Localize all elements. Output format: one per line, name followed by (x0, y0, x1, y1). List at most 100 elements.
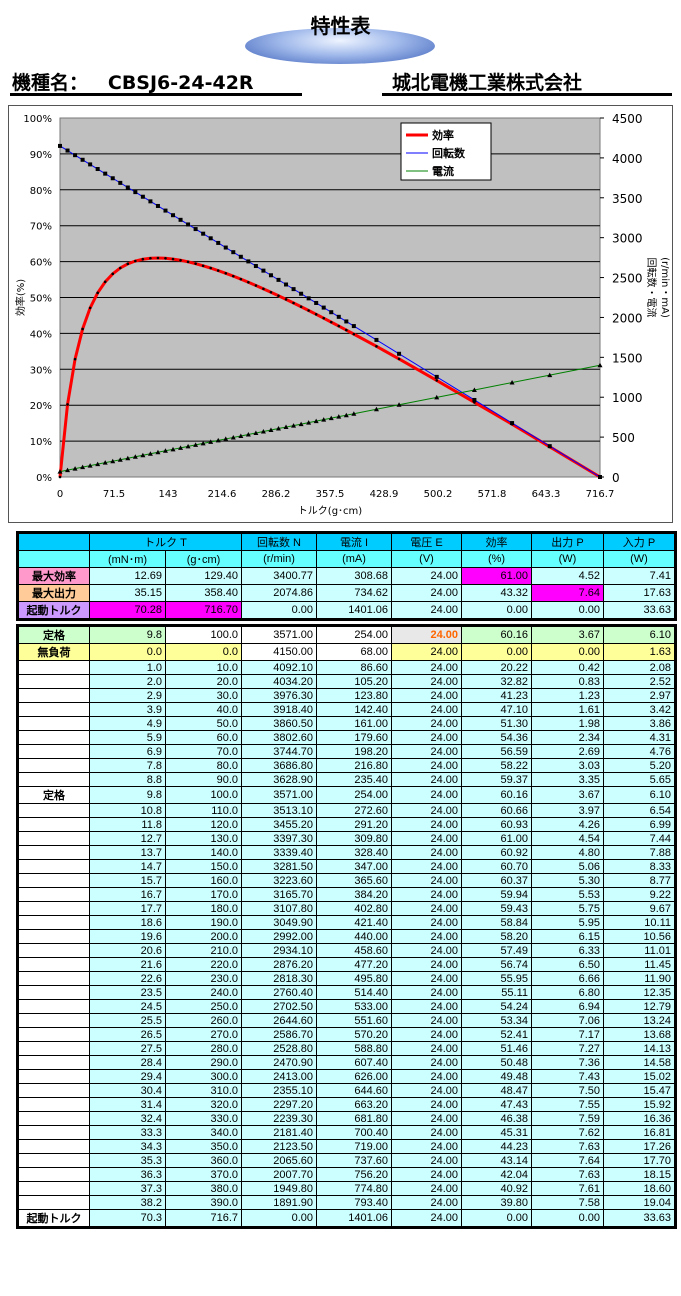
table-row: 34.3 350.0 2123.50 719.00 24.00 44.23 7.63 17.2… (17, 1139, 676, 1154)
table-row: 38.2 390.0 1891.90 793.40 24.00 39.80 7.58 19.0… (17, 1195, 676, 1210)
speed-point-marker (80, 157, 85, 162)
value-cell: 24.00 (391, 985, 462, 1000)
value-cell: 12.7 (89, 831, 166, 846)
row-label (17, 943, 90, 958)
value-cell: 570.20 (316, 1027, 392, 1042)
value-cell: 5.53 (531, 887, 604, 902)
speed-point-marker (163, 208, 168, 213)
current-point-marker (223, 436, 229, 441)
row-label (17, 831, 90, 846)
no-load-row: 無負荷 0.0 0.0 4150.00 68.00 24.00 0.00 0.00 1.63 (17, 643, 676, 661)
speed-point-marker (140, 194, 145, 199)
value-cell: 60.66 (461, 803, 532, 818)
y-left-tick-label: 100% (23, 114, 52, 125)
value-cell: 3918.40 (241, 702, 317, 717)
value-cell: 24.00 (391, 1195, 462, 1210)
current-point-marker (102, 460, 108, 465)
current-point-marker (268, 427, 274, 433)
value-cell: 10.0 (165, 660, 242, 675)
value-cell: 24.00 (391, 716, 462, 731)
value-cell: 360.0 (165, 1153, 242, 1168)
value-cell: 402.80 (316, 901, 392, 916)
efficiency-point-marker (58, 475, 62, 479)
value-cell: 33.3 (89, 1125, 166, 1140)
data-table: 定格 9.8 100.0 3571.00 254.00 24.00 60.16 3.67 6.1… (16, 624, 677, 1229)
value-cell[interactable]: 68.00 (316, 643, 392, 661)
value-cell[interactable]: 254.00 (316, 625, 392, 644)
table-row: 2.9 30.0 3976.30 123.80 24.00 41.23 1.23 2.97 (17, 688, 676, 703)
value-cell: 36.3 (89, 1167, 166, 1182)
efficiency-point-marker (201, 264, 205, 268)
value-cell: 2355.10 (241, 1083, 317, 1098)
table-row: 16.7 170.0 3165.70 384.20 24.00 59.94 5.53 9.22 (17, 887, 676, 902)
row-label: 無負荷 (17, 643, 90, 661)
current-point-marker (87, 463, 93, 468)
value-cell: 290.0 (165, 1055, 242, 1070)
table-row: 27.5 280.0 2528.80 588.80 24.00 51.46 7.27 14.1… (17, 1041, 676, 1056)
value-cell: 33.63 (603, 601, 676, 620)
value-cell: 24.00 (391, 859, 462, 874)
row-label (17, 1153, 90, 1168)
current-point-marker (276, 426, 282, 431)
y-right-tick-label: 4000 (612, 152, 643, 166)
efficiency-point-marker (239, 277, 243, 281)
efficiency-point-marker (337, 324, 341, 328)
value-cell[interactable]: 4150.00 (241, 643, 317, 661)
value-cell: 90.0 (165, 772, 242, 787)
x-tick-label: 143 (158, 489, 177, 500)
value-cell: 328.40 (316, 845, 392, 860)
value-cell: 24.00 (391, 873, 462, 888)
value-cell: 2.52 (603, 674, 676, 689)
table-row: 5.9 60.0 3802.60 179.60 24.00 54.36 2.34 4.31 (17, 730, 676, 745)
value-cell: 2.97 (603, 688, 676, 703)
value-cell: 60.16 (461, 625, 532, 644)
value-cell: 24.00 (391, 971, 462, 986)
efficiency-point-marker (111, 272, 115, 276)
value-cell: 2413.00 (241, 1069, 317, 1084)
value-cell: 200.0 (165, 929, 242, 944)
value-cell: 24.00 (391, 730, 462, 745)
value-cell: 681.80 (316, 1111, 392, 1126)
column-header: 出力 P (531, 532, 604, 551)
row-label (17, 1083, 90, 1098)
value-cell: 40.0 (165, 702, 242, 717)
value-cell: 7.17 (531, 1027, 604, 1042)
value-cell: 58.84 (461, 915, 532, 930)
value-cell: 28.4 (89, 1055, 166, 1070)
value-cell: 0.83 (531, 674, 604, 689)
efficiency-point-marker (329, 320, 333, 324)
table-row: 18.6 190.0 3049.90 421.40 24.00 58.84 5.95 10.1… (17, 915, 676, 930)
value-cell: 2.9 (89, 688, 166, 703)
value-cell: 24.00 (391, 584, 462, 602)
value-cell: 10.11 (603, 915, 676, 930)
current-point-marker (208, 439, 214, 444)
value-cell[interactable]: 3571.00 (241, 625, 317, 644)
value-cell: 47.43 (461, 1097, 532, 1112)
value-cell: 14.58 (603, 1055, 676, 1070)
value-cell: 1891.90 (241, 1195, 317, 1210)
table-row: 1.0 10.0 4092.10 86.60 24.00 20.22 0.42 2.08 (17, 660, 676, 675)
unit-header: (%) (461, 550, 532, 568)
value-cell: 41.23 (461, 688, 532, 703)
value-cell: 5.20 (603, 758, 676, 773)
value-cell: 4.54 (531, 831, 604, 846)
rated-row: 定格 9.8 100.0 3571.00 254.00 24.00 60.16 3.67 6.1… (17, 625, 676, 644)
value-cell: 2181.40 (241, 1125, 317, 1140)
value-cell[interactable]: 100.0 (165, 625, 242, 644)
value-cell: 49.48 (461, 1069, 532, 1084)
table-row: 3.9 40.0 3918.40 142.40 24.00 47.10 1.61 3.42 (17, 702, 676, 717)
row-label (17, 1181, 90, 1196)
row-label (17, 1139, 90, 1154)
value-cell: 24.00 (391, 1069, 462, 1084)
speed-point-marker (329, 310, 334, 315)
value-cell: 15.02 (603, 1069, 676, 1084)
value-cell: 8.33 (603, 859, 676, 874)
speed-point-marker (95, 167, 100, 172)
value-cell: 61.00 (461, 831, 532, 846)
speed-point-marker (598, 475, 602, 479)
speed-point-marker (276, 277, 281, 282)
current-point-marker (336, 414, 342, 419)
efficiency-point-marker (179, 258, 182, 262)
row-label (17, 1167, 90, 1182)
value-cell: 3571.00 (241, 786, 317, 804)
